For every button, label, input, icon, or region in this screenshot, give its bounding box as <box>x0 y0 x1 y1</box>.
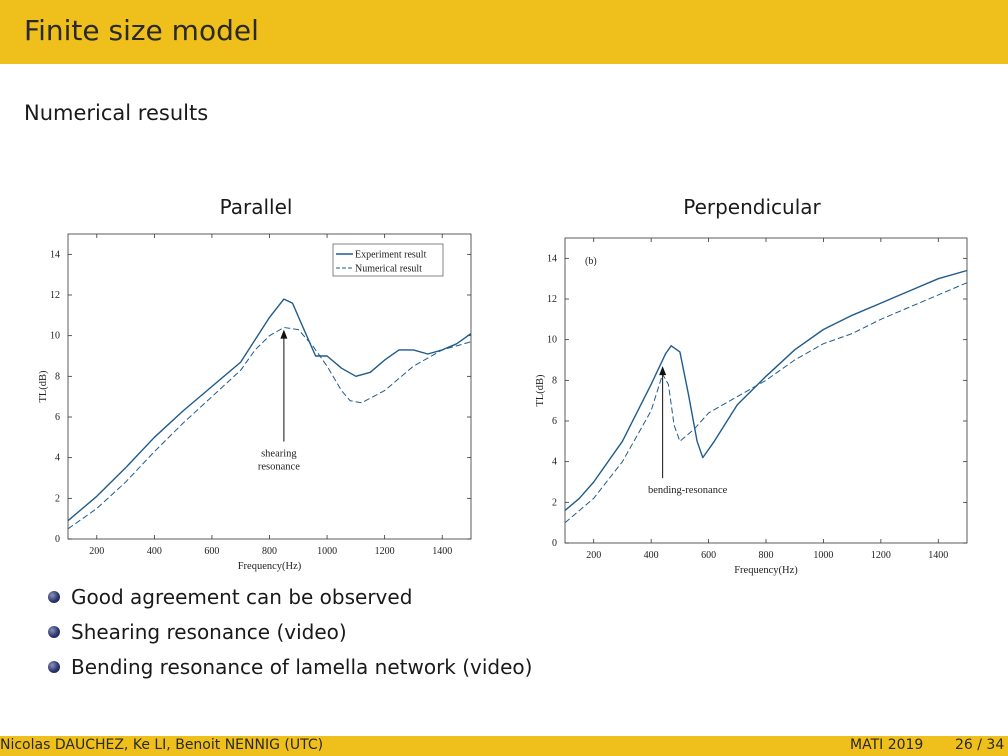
chart2-x-tick-label: 1000 <box>813 550 833 561</box>
chart1-x-tick-label: 1400 <box>432 546 452 557</box>
chart2-annotation-arrowhead <box>659 366 667 376</box>
bullet-item: Good agreement can be observed <box>48 580 532 615</box>
chart1-x-tick-label: 1000 <box>317 546 337 557</box>
tl-charts: 200 400 600 800 1000 1200 1400 0 2 4 6 8 10 12 14 Frequ… <box>38 233 968 576</box>
chart1-y-tick-label: 14 <box>50 249 60 260</box>
chart2-panel-label: (b) <box>585 256 597 267</box>
chart2-plot-frame <box>564 237 968 544</box>
footer-authors: Nicolas DAUCHEZ, Ke LI, Benoit NENNIG (U… <box>0 737 324 753</box>
bullet-item: Bending resonance of lamella network (vi… <box>48 650 532 685</box>
chart1-y-tick-label: 2 <box>55 493 60 504</box>
chart2-x-tick-label: 1400 <box>928 550 948 561</box>
chart2-y-tick-label: 8 <box>552 375 557 386</box>
chart1-y-tick-label: 4 <box>55 453 60 464</box>
chart1-legend-label: Numerical result <box>355 264 422 275</box>
chart2-x-tick-label: 800 <box>759 550 774 561</box>
chart1-series-dashed-line <box>67 327 472 530</box>
section-heading: Numerical results <box>24 101 209 125</box>
chart2-x-tick-label: 1200 <box>871 550 891 561</box>
bullet-dot-icon <box>48 591 60 603</box>
chart1-y-tick-label: 8 <box>55 371 60 382</box>
footer-page-number: 26 / 34 <box>955 737 1005 753</box>
chart1-x-tick-label: 600 <box>204 546 219 557</box>
chart2-series-solid-line <box>564 269 968 512</box>
chart1-x-axis-label: Frequency(Hz) <box>238 561 302 572</box>
chart2-annotation-label: bending-resonance <box>648 485 728 496</box>
bullet-dot-icon <box>48 661 60 673</box>
chart1-x-tick-label: 800 <box>262 546 277 557</box>
chart1-legend-label: Experiment result <box>355 250 427 261</box>
bullet-dot-icon <box>48 626 60 638</box>
chart2-series-dashed-line <box>564 282 968 524</box>
chart1-legend-box <box>332 243 444 277</box>
chart2-y-tick-label: 4 <box>552 457 557 468</box>
chart1-x-tick-label: 400 <box>147 546 162 557</box>
bullet-text: Bending resonance of lamella network (vi… <box>71 655 533 679</box>
chart1-y-tick-label: 6 <box>55 412 60 423</box>
chart2-y-tick-label: 10 <box>547 335 557 346</box>
chart2-y-tick-label: 12 <box>547 294 557 305</box>
chart2-x-tick-label: 400 <box>644 550 659 561</box>
chart2-y-tick-label: 0 <box>552 538 557 549</box>
chart2-x-tick-label: 600 <box>701 550 716 561</box>
chart1-y-tick-label: 10 <box>50 331 60 342</box>
chart1-plot-frame <box>67 233 472 540</box>
bullet-list: Good agreement can be observed Shearing … <box>48 580 532 685</box>
slide-title: Finite size model <box>24 14 259 47</box>
chart1-annotation-arrowhead <box>280 329 288 339</box>
chart1-annotation-label: shearing <box>261 449 297 460</box>
chart2-x-tick-label: 200 <box>586 550 601 561</box>
chart1-y-tick-label: 0 <box>55 534 60 545</box>
perpendicular-panel-title: Perpendicular <box>683 195 821 219</box>
chart1-y-tick-label: 12 <box>50 290 60 301</box>
chart1-x-tick-label: 1200 <box>375 546 395 557</box>
bullet-text: Shearing resonance (video) <box>71 620 347 644</box>
chart1-x-tick-label: 200 <box>89 546 104 557</box>
bullet-text: Good agreement can be observed <box>71 585 413 609</box>
chart1-y-axis-label: TL(dB) <box>38 370 49 403</box>
chart2-y-tick-label: 6 <box>552 416 557 427</box>
chart1-series-solid-line <box>67 298 472 522</box>
chart2-y-axis-label: TL(dB) <box>535 374 546 407</box>
parallel-panel-title: Parallel <box>219 195 293 219</box>
chart1-annotation-label: resonance <box>258 462 300 473</box>
footer-bar <box>0 736 1008 756</box>
chart2-y-tick-label: 14 <box>547 253 557 264</box>
header-bar <box>0 0 1008 64</box>
chart2-x-axis-label: Frequency(Hz) <box>734 565 798 576</box>
bullet-item: Shearing resonance (video) <box>48 615 532 650</box>
chart2-y-tick-label: 2 <box>552 497 557 508</box>
footer-conference: MATI 2019 <box>850 737 924 753</box>
